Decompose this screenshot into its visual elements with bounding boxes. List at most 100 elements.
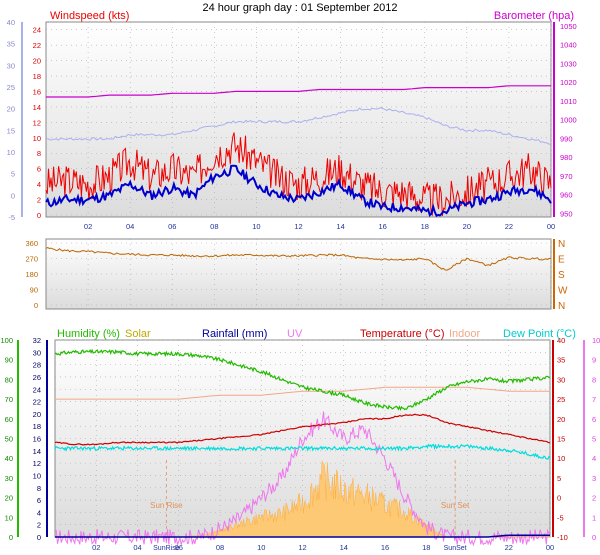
y-tick-humidity: 80 xyxy=(5,375,13,384)
y-tick-hpa: 950 xyxy=(560,209,573,218)
x-tick-label: 04 xyxy=(133,543,141,552)
y-tick-mm: 10 xyxy=(33,471,41,480)
y-tick-hpa: 1010 xyxy=(560,97,577,106)
windspeed-line xyxy=(45,132,552,217)
x-tick-label: 10 xyxy=(257,543,265,552)
y-tick-humidity: 60 xyxy=(5,415,13,424)
y-tick-uv: 10 xyxy=(592,336,600,345)
compass-label: E xyxy=(558,255,565,266)
y-tick-humidity: 70 xyxy=(5,395,13,404)
y-tick-temp: 30 xyxy=(7,61,15,70)
y-tick-kts: 16 xyxy=(33,87,41,96)
y-tick-temp: -5 xyxy=(557,513,564,522)
y-tick-temp: 5 xyxy=(11,170,15,179)
x-tick-label: 02 xyxy=(84,222,92,231)
y-tick-mm: 26 xyxy=(33,373,41,382)
y-tick-kts: 22 xyxy=(33,41,41,50)
y-tick-kts: 20 xyxy=(33,57,41,66)
dewpoint-legend: Dew Point (°C) xyxy=(503,328,576,340)
x-tick-label: 06 xyxy=(168,222,176,231)
x-tick-label: 08 xyxy=(216,543,224,552)
x-tick-label: 22 xyxy=(505,222,513,231)
dewpoint-line xyxy=(54,443,551,460)
y-tick-hpa: 970 xyxy=(560,172,573,181)
x-tick-label: 06 xyxy=(175,543,183,552)
y-tick-temp: 10 xyxy=(557,454,565,463)
x-tick-label: 16 xyxy=(378,222,386,231)
y-tick-temp: 0 xyxy=(557,494,561,503)
y-tick-mm: 12 xyxy=(33,459,41,468)
y-tick-temp: 5 xyxy=(557,474,561,483)
y-tick-temp: 20 xyxy=(557,415,565,424)
y-tick-temp: 35 xyxy=(7,40,15,49)
y-tick-uv: 4 xyxy=(592,454,596,463)
y-tick-hpa: 1030 xyxy=(560,59,577,68)
y-tick-mm: 22 xyxy=(33,398,41,407)
y-tick-uv: 8 xyxy=(592,375,596,384)
y-tick-kts: 8 xyxy=(37,149,41,158)
x-tick-label: 18 xyxy=(421,222,429,231)
temperature-legend: Temperature (°C) xyxy=(360,328,444,340)
compass-label: W xyxy=(558,286,568,297)
sunset-tick-label: SunSet xyxy=(444,545,467,552)
uv-line xyxy=(54,411,551,547)
compass-label: N xyxy=(558,301,565,312)
y-tick-hpa: 1020 xyxy=(560,78,577,87)
y-tick-mm: 6 xyxy=(37,496,41,505)
y-tick-temp: 10 xyxy=(7,148,15,157)
direction-line xyxy=(45,247,552,271)
barometer-label: Barometer (hpa) xyxy=(494,10,574,22)
y-tick-uv: 0 xyxy=(592,533,596,542)
y-tick-humidity: 100 xyxy=(0,336,13,345)
temperature-line xyxy=(54,413,551,446)
x-tick-label: 04 xyxy=(126,222,134,231)
y-tick-kts: 10 xyxy=(33,134,41,143)
y-tick-uv: 9 xyxy=(592,356,596,365)
barometer-line xyxy=(46,85,551,98)
y-tick-mm: 2 xyxy=(37,521,41,530)
uv-legend: UV xyxy=(287,328,303,340)
y-tick-kts: 24 xyxy=(33,26,41,35)
y-tick-deg: 90 xyxy=(30,286,38,295)
indoor-legend: Indoor xyxy=(449,328,481,340)
y-tick-hpa: 990 xyxy=(560,134,573,143)
temperature-line xyxy=(45,107,552,145)
solar-legend: Solar xyxy=(125,328,151,340)
y-tick-mm: 14 xyxy=(33,447,41,456)
y-tick-kts: 6 xyxy=(37,165,41,174)
y-tick-mm: 20 xyxy=(33,410,41,419)
y-tick-temp: 20 xyxy=(7,105,15,114)
y-tick-humidity: 10 xyxy=(5,513,13,522)
x-tick-label: 02 xyxy=(92,543,100,552)
x-tick-label: 00 xyxy=(547,222,555,231)
x-tick-label: 20 xyxy=(463,222,471,231)
y-tick-uv: 3 xyxy=(592,474,596,483)
y-tick-mm: 32 xyxy=(33,336,41,345)
y-tick-kts: 18 xyxy=(33,72,41,81)
y-tick-mm: 18 xyxy=(33,422,41,431)
y-tick-temp: 25 xyxy=(557,395,565,404)
y-tick-temp: -5 xyxy=(8,213,15,222)
x-tick-label: 14 xyxy=(340,543,348,552)
y-tick-temp: 35 xyxy=(557,356,565,365)
x-tick-label: 00 xyxy=(546,543,554,552)
y-tick-temp: 40 xyxy=(7,18,15,27)
sunset-label: Sun Set xyxy=(441,501,470,510)
y-tick-hpa: 1000 xyxy=(560,116,577,125)
y-tick-kts: 14 xyxy=(33,103,41,112)
y-tick-temp: 25 xyxy=(7,83,15,92)
y-tick-temp: 30 xyxy=(557,375,565,384)
y-tick-uv: 1 xyxy=(592,513,596,522)
y-tick-mm: 8 xyxy=(37,484,41,493)
humidity-legend: Humidity (%) xyxy=(57,328,120,340)
compass-label: S xyxy=(558,270,565,281)
gust-line xyxy=(45,164,552,218)
x-tick-label: 08 xyxy=(210,222,218,231)
y-tick-mm: 16 xyxy=(33,435,41,444)
y-tick-kts: 12 xyxy=(33,118,41,127)
compass-label: N xyxy=(558,239,565,250)
x-tick-label: 12 xyxy=(294,222,302,231)
x-tick-label: 22 xyxy=(505,543,513,552)
windspeed-label: Windspeed (kts) xyxy=(50,10,129,22)
